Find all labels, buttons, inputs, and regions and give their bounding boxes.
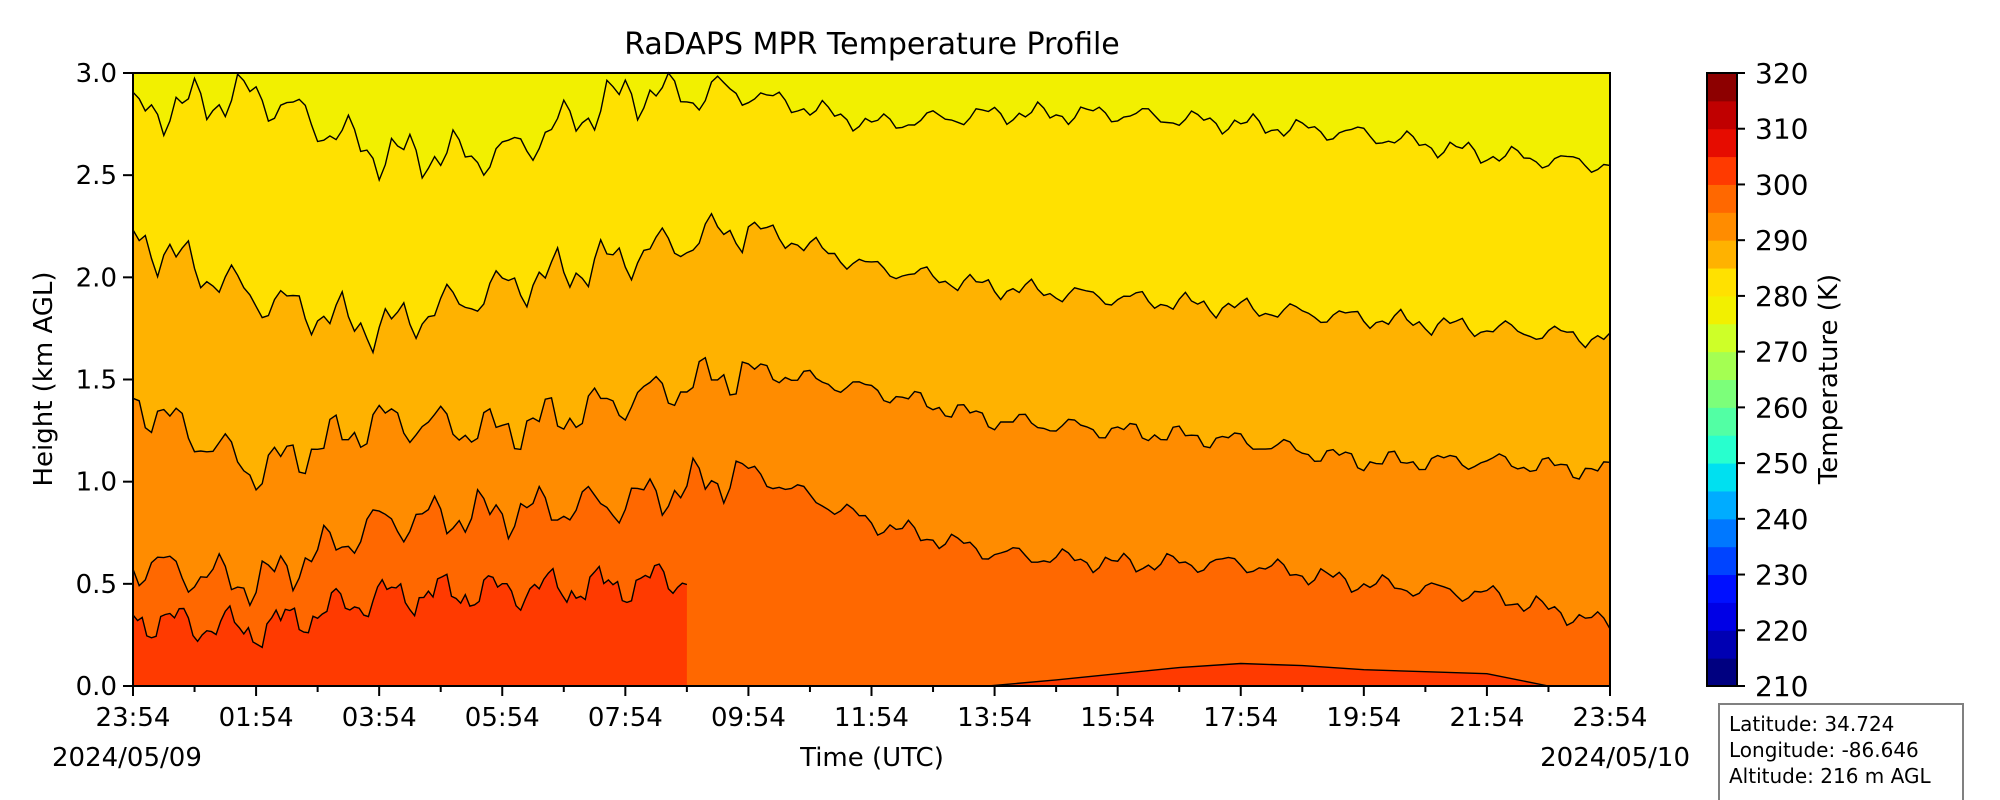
colorbar-label: Temperature (K) (1814, 274, 1844, 485)
contour-285K (132, 212, 1611, 355)
colorbar-segment (1707, 128, 1737, 158)
end-date-label: 2024/05/10 (1540, 743, 1690, 773)
y-tick-label: 0.5 (76, 570, 117, 600)
altitude-text: Altitude: 216 m AGL (1729, 764, 1931, 788)
x-tick-label: 07:54 (588, 703, 663, 733)
longitude-text: Longitude: -86.646 (1729, 738, 1919, 762)
x-tick-label: 03:54 (342, 703, 417, 733)
y-tick-label: 2.5 (76, 161, 117, 191)
colorbar-segment (1707, 184, 1737, 213)
colorbar-tick-label: 290 (1755, 224, 1808, 257)
colorbar-segment (1707, 351, 1737, 380)
colorbar-segment (1707, 435, 1737, 464)
station-info-box: Latitude: 34.724 Longitude: -86.646 Alti… (1718, 703, 1964, 800)
x-tick-label: 21:54 (1449, 703, 1524, 733)
x-tick-label: 01:54 (219, 703, 294, 733)
y-tick-label: 1.0 (76, 468, 117, 498)
y-tick-label: 1.5 (76, 366, 117, 396)
y-axis-label: Height (km AGL) (29, 271, 59, 486)
colorbar-segment (1707, 463, 1737, 492)
contour-280K (132, 71, 1611, 183)
colorbar-tick-label: 210 (1755, 670, 1808, 703)
colorbar-tick-label: 320 (1755, 57, 1808, 90)
colorbar-segment (1707, 518, 1737, 548)
colorbar-segment (1707, 268, 1737, 297)
start-date-label: 2024/05/09 (52, 743, 202, 773)
x-tick-label: 05:54 (465, 703, 540, 733)
x-tick-label: 15:54 (1080, 703, 1155, 733)
colorbar-segment (1707, 323, 1737, 353)
contour-lines (132, 71, 1611, 687)
colorbar-segment (1707, 630, 1737, 659)
colorbar-tick-label: 250 (1755, 447, 1808, 480)
colorbar-segment (1707, 407, 1737, 436)
y-tick-label: 0.0 (76, 672, 117, 702)
contour-300K-morning (132, 563, 688, 649)
colorbar-tick-label: 280 (1755, 280, 1808, 313)
x-tick-label: 09:54 (711, 703, 786, 733)
colorbar-tick-label: 230 (1755, 559, 1808, 592)
x-tick-label: 23:54 (96, 703, 171, 733)
x-axis-label: Time (UTC) (799, 743, 944, 773)
colorbar-tick-label: 220 (1755, 614, 1808, 647)
x-tick-label: 19:54 (1326, 703, 1401, 733)
y-tick-label: 2.0 (76, 263, 117, 293)
colorbar-segment (1707, 658, 1737, 687)
x-axis: 23:54 01:54 03:54 05:54 07:54 09:54 11:54 13:54… (96, 686, 1648, 733)
temperature-field (133, 73, 1610, 686)
x-tick-label: 11:54 (834, 703, 909, 733)
contour-295K (132, 456, 1611, 630)
colorbar-segment (1707, 240, 1737, 269)
colorbar-segment (1707, 490, 1737, 520)
colorbar-segment (1707, 574, 1737, 603)
info-box-frame (1718, 703, 1964, 800)
colorbar: 210 220 230 240 250 260 270 280 290 300 310 320 (1706, 57, 1808, 703)
colorbar-segment (1707, 546, 1737, 576)
colorbar-segment (1707, 602, 1737, 631)
chart-title: RaDAPS MPR Temperature Profile (624, 27, 1120, 62)
x-tick-label: 23:54 (1573, 703, 1648, 733)
y-tick-label: 3.0 (76, 59, 117, 89)
colorbar-frame (1706, 72, 1738, 687)
colorbar-segment (1707, 212, 1737, 241)
colorbar-tick-label: 260 (1755, 391, 1808, 424)
colorbar-segment (1707, 73, 1737, 102)
colorbar-segment (1707, 379, 1737, 408)
colorbar-tick-label: 240 (1755, 503, 1808, 536)
x-tick-label: 13:54 (957, 703, 1032, 733)
x-tick-label: 17:54 (1203, 703, 1278, 733)
band-300-305-afternoon (988, 663, 1549, 686)
band-300-305-morning (133, 564, 687, 686)
colorbar-tick-label: 310 (1755, 113, 1808, 146)
y-axis: 0.0 0.5 1.0 1.5 2.0 2.5 3.0 (76, 59, 133, 702)
colorbar-segment (1707, 156, 1737, 185)
latitude-text: Latitude: 34.724 (1729, 712, 1894, 736)
contour-300K (988, 662, 1549, 687)
colorbar-tick-label: 300 (1755, 168, 1808, 201)
contour-290K (132, 356, 1611, 492)
colorbar-segment (1707, 100, 1737, 130)
colorbar-segment (1707, 295, 1737, 325)
colorbar-tick-label: 270 (1755, 336, 1808, 369)
